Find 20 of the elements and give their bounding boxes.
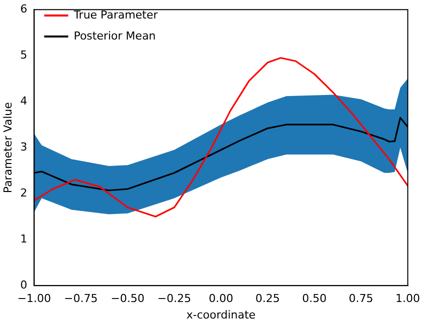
x-tick-label: −0.50 [110, 292, 144, 306]
legend-label: True Parameter [72, 8, 158, 22]
y-tick-label: 5 [20, 48, 28, 62]
y-tick-label: 6 [20, 2, 28, 16]
x-tick-label: 0.50 [302, 292, 327, 306]
x-tick-label: 1.00 [396, 292, 420, 306]
x-tick-label: −0.25 [157, 292, 192, 306]
y-tick-label: 3 [20, 140, 28, 154]
x-tick-label: 0.25 [255, 292, 280, 306]
x-tick-label: 0.75 [348, 292, 374, 306]
x-tick-label: −1.00 [17, 292, 52, 306]
x-axis-title: x-coordinate [186, 308, 256, 322]
y-tick-label: 0 [20, 278, 28, 292]
legend-label: Posterior Mean [74, 29, 156, 42]
y-tick-label: 2 [20, 186, 28, 200]
x-tick-label: −0.75 [64, 292, 98, 306]
y-tick-label: 4 [20, 94, 28, 108]
y-axis-title: Parameter Value [1, 102, 14, 194]
y-tick-label: 1 [20, 232, 28, 246]
x-tick-label: 0.00 [208, 292, 234, 306]
